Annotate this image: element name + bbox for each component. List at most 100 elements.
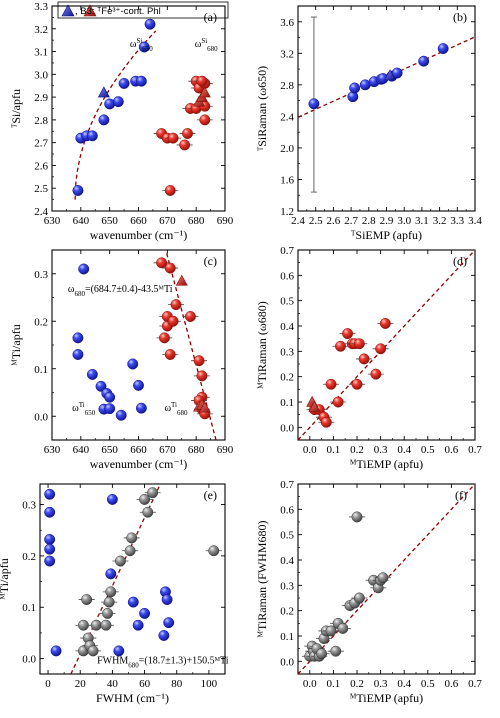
point-red — [193, 355, 205, 367]
x-axis-label: ᴹTiEMP (apfu) — [350, 691, 423, 705]
trend-line — [298, 250, 475, 440]
point-blue — [135, 75, 147, 87]
point-red — [179, 139, 191, 151]
point-red-triangle — [175, 274, 188, 286]
point-blue — [115, 409, 127, 421]
x-axis-label: ᴹTiEMP (apfu) — [350, 457, 423, 471]
point-red — [159, 332, 170, 344]
x-tick-label: 2.5 — [309, 215, 323, 227]
y-tick-label: 3.0 — [34, 69, 48, 81]
point-blue — [104, 391, 116, 403]
x-tick-label: 2.4 — [291, 215, 305, 227]
x-axis-label: FWHM (cm⁻¹) — [96, 691, 169, 705]
legend: , B3: ᵀFe³⁺-cont. Phl — [57, 1, 229, 19]
point-blue — [144, 18, 156, 30]
point-gray — [81, 594, 93, 605]
y-tick-label: 0.3 — [22, 500, 36, 512]
point-blue — [118, 77, 130, 89]
point-gray — [87, 645, 99, 657]
y-tick-label: 2.4 — [34, 206, 48, 218]
point-blue — [106, 493, 118, 505]
x-tick-label: 0.6 — [445, 678, 459, 690]
y-tick-label: 3.1 — [34, 47, 48, 59]
point-red — [164, 349, 176, 360]
point-blue — [127, 596, 139, 608]
x-tick-label: 3.0 — [397, 215, 411, 227]
point-blue — [98, 114, 110, 126]
x-tick-label: 80 — [171, 678, 183, 690]
x-tick-label: 650 — [101, 444, 118, 456]
x-tick-label: 680 — [188, 215, 205, 227]
point-red — [164, 185, 176, 196]
y-axis-label: ᴹTiRaman (FWHM680) — [255, 520, 269, 637]
legend-label: , B3: ᵀFe³⁺-cont. Phl — [75, 6, 161, 17]
point-blue — [418, 55, 430, 67]
point-blue — [86, 369, 98, 380]
plot-frame — [297, 249, 476, 441]
y-tick-label: 2.8 — [34, 115, 48, 127]
y-tick-label: 0.3 — [34, 269, 48, 281]
annotation: ωTi650 — [72, 401, 96, 417]
point-gray — [351, 511, 363, 523]
point-red — [325, 378, 337, 390]
x-tick-label: 0.3 — [374, 444, 388, 456]
point-blue — [72, 332, 84, 344]
x-tick-label: 3.4 — [468, 215, 482, 227]
y-tick-label: 0.2 — [280, 606, 294, 618]
x-tick-label: 0.1 — [327, 678, 341, 690]
y-tick-label: 3.2 — [34, 24, 48, 36]
point-gray — [330, 645, 342, 657]
annotation: FWHM680=(18.7±1.3)+150.5ᴹTi — [97, 656, 229, 670]
x-tick-label: 2.8 — [362, 215, 376, 227]
y-tick-label: 0.2 — [34, 316, 48, 328]
point-blue-triangle — [97, 86, 110, 98]
point-red — [342, 328, 354, 340]
annotation: ω680=(684.7±0.4)-43.5ᴹTi — [68, 284, 173, 298]
y-tick-label: 0.2 — [22, 551, 36, 563]
y-tick-label: 0.4 — [280, 321, 294, 333]
point-gray — [142, 506, 154, 518]
x-tick-label: 0.7 — [468, 444, 482, 456]
x-tick-label: 650 — [101, 215, 118, 227]
point-red — [167, 315, 179, 327]
y-tick-label: 0.7 — [280, 245, 294, 257]
point-blue — [50, 645, 62, 657]
y-tick-label: 2.5 — [34, 183, 48, 195]
point-red — [167, 132, 179, 144]
point-red — [196, 75, 208, 87]
point-gray — [103, 596, 115, 608]
y-tick-label: 0.6 — [280, 270, 294, 282]
point-blue — [112, 96, 124, 108]
point-blue — [44, 543, 56, 555]
point-gray — [316, 648, 328, 660]
panel-b: 2.4 2.5 2.6 2.7 2.8 2.9 3.0 3.1 3.2 3.3 3.41.21.62… — [255, 5, 482, 242]
y-tick-label: 0.0 — [280, 656, 294, 668]
y-tick-label: 0.3 — [280, 346, 294, 358]
y-tick-label: 2.7 — [34, 138, 48, 150]
point-gray — [377, 572, 389, 584]
y-tick-label: 3.6 — [280, 17, 294, 29]
point-red — [379, 318, 391, 329]
point-blue — [104, 403, 116, 415]
x-tick-label: 0.2 — [350, 444, 364, 456]
y-tick-label: 1.6 — [280, 174, 294, 186]
point-red — [182, 128, 193, 140]
panel-label: (c) — [204, 254, 217, 268]
y-tick-label: 0.5 — [280, 530, 294, 542]
point-red — [196, 370, 208, 382]
panel-label: (a) — [204, 10, 217, 24]
y-tick-label: 0.1 — [280, 397, 294, 409]
point-gray — [139, 493, 151, 505]
point-gray — [147, 487, 159, 499]
panel-label: (b) — [453, 10, 467, 24]
point-blue — [133, 379, 144, 391]
point-gray — [77, 619, 89, 631]
point-red-triangle — [198, 401, 211, 413]
x-axis-label: ᵀSiEMP (apfu) — [351, 228, 422, 242]
y-tick-label: 2.8 — [280, 80, 294, 92]
x-tick-label: 2.6 — [327, 215, 341, 227]
x-tick-label: 680 — [188, 444, 205, 456]
point-blue — [132, 619, 144, 631]
y-tick-label: 2.6 — [34, 160, 48, 172]
